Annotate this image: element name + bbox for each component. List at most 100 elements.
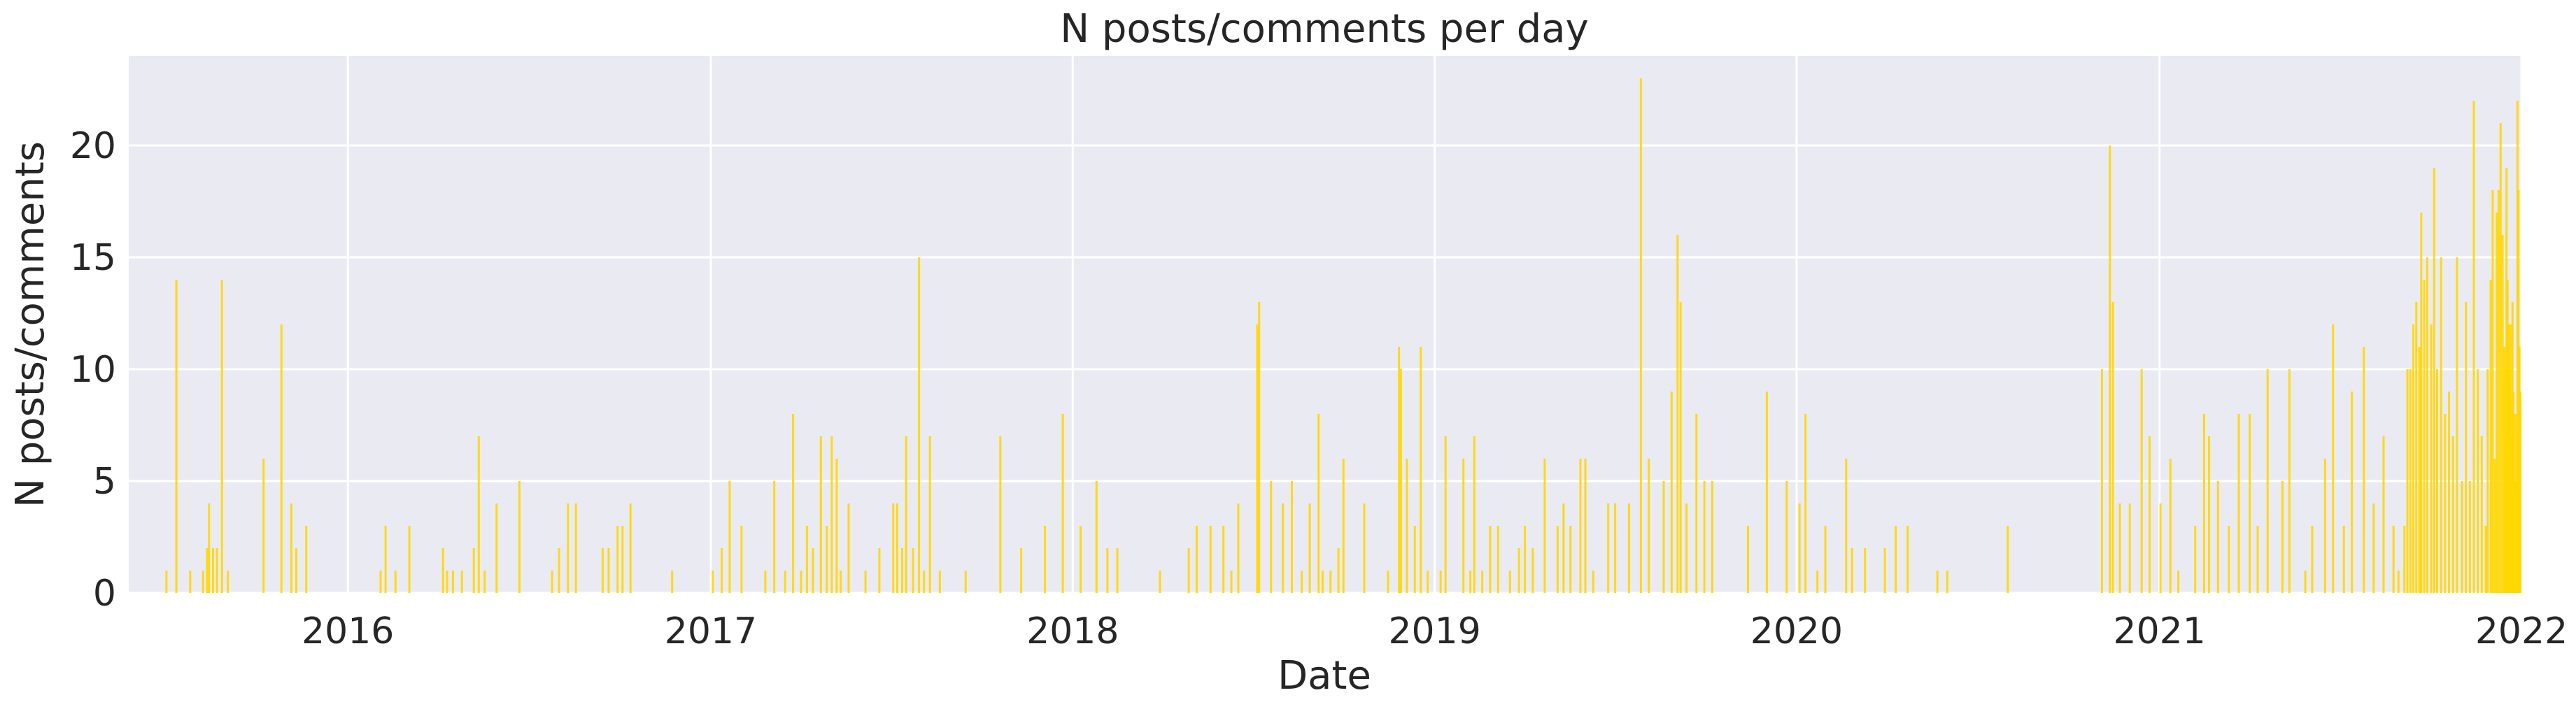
bar — [928, 436, 931, 593]
bar — [847, 503, 850, 593]
bar — [2392, 526, 2395, 593]
bar — [671, 571, 674, 593]
bar — [812, 548, 814, 593]
bar — [2499, 123, 2502, 593]
bar — [220, 280, 223, 593]
bar — [1342, 459, 1345, 593]
bar — [1106, 548, 1109, 593]
plot-background — [129, 56, 2521, 593]
bar — [1413, 526, 1416, 593]
x-tick-label: 2021 — [2114, 610, 2206, 652]
bar — [1895, 526, 1897, 593]
bar — [2118, 503, 2121, 593]
bar — [1116, 548, 1119, 593]
x-tick-label: 2019 — [1388, 610, 1480, 652]
bar — [2140, 369, 2143, 593]
bar — [2332, 324, 2335, 593]
bar — [830, 436, 833, 593]
bar — [2128, 503, 2131, 593]
bar — [2288, 369, 2291, 593]
bar — [1387, 571, 1389, 593]
bar — [2448, 392, 2451, 593]
bar — [408, 526, 411, 593]
bar — [2477, 369, 2479, 593]
bar — [1569, 526, 1572, 593]
bar — [2406, 369, 2409, 593]
bar — [1824, 526, 1827, 593]
bar — [1301, 571, 1303, 593]
bar — [2489, 280, 2492, 593]
bar — [1562, 503, 1565, 593]
bar — [784, 571, 786, 593]
bar — [1321, 571, 1324, 593]
bar — [1406, 459, 1408, 593]
bar — [1270, 481, 1273, 593]
bar — [1584, 459, 1587, 593]
bar — [1883, 548, 1886, 593]
bar — [1711, 481, 1713, 593]
bar — [1765, 392, 1768, 593]
bar — [2169, 459, 2172, 593]
bar — [601, 548, 604, 593]
bar — [1095, 481, 1098, 593]
bar — [2461, 481, 2463, 593]
chart-title: N posts/comments per day — [1060, 6, 1589, 52]
bar — [826, 526, 828, 593]
bars — [165, 78, 2522, 593]
bar — [2202, 414, 2205, 593]
bar — [2472, 101, 2475, 593]
bar — [1592, 571, 1594, 593]
bar — [712, 571, 714, 593]
bar — [1607, 503, 1610, 593]
bar — [740, 526, 743, 593]
bar — [728, 481, 731, 593]
bar — [1845, 459, 1848, 593]
grid — [129, 56, 2523, 594]
bar — [262, 459, 265, 593]
bar — [1230, 571, 1233, 593]
bar — [1816, 571, 1819, 593]
bar — [2465, 302, 2468, 593]
bar — [394, 571, 397, 593]
bar — [1398, 347, 1401, 593]
bar — [2493, 459, 2496, 593]
bar — [1804, 414, 1807, 593]
bar — [1543, 459, 1546, 593]
bar — [840, 571, 842, 593]
bar — [1427, 571, 1429, 593]
bar — [1685, 503, 1688, 593]
bar — [1679, 302, 1682, 593]
bar — [607, 548, 610, 593]
bar — [2177, 571, 2180, 593]
bar — [800, 571, 802, 593]
bar — [1439, 571, 1442, 593]
bar — [2486, 369, 2489, 593]
bar — [1614, 503, 1617, 593]
y-tick-label: 10 — [70, 349, 116, 391]
bar — [1695, 414, 1698, 593]
bar — [773, 481, 776, 593]
bar — [1639, 78, 1642, 593]
y-tick-label: 0 — [93, 573, 116, 615]
x-tick-labels: 2016 2017 2018 2019 2020 2021 2022 — [302, 610, 2568, 652]
bar — [1508, 571, 1511, 593]
bar — [999, 436, 1002, 593]
bar — [305, 526, 308, 593]
bar — [1209, 526, 1212, 593]
bar — [574, 503, 577, 593]
bar — [1627, 503, 1630, 593]
bar — [2501, 235, 2504, 593]
bar — [805, 526, 808, 593]
bar — [2426, 257, 2428, 593]
bar — [441, 548, 444, 593]
bar — [912, 548, 914, 593]
bar — [1850, 548, 1853, 593]
bar — [2382, 436, 2385, 593]
bar — [621, 526, 624, 593]
bar — [2249, 414, 2251, 593]
bar — [472, 548, 475, 593]
bar — [2496, 213, 2498, 593]
bar — [1798, 503, 1801, 593]
bar — [1489, 526, 1492, 593]
bar — [1282, 503, 1285, 593]
